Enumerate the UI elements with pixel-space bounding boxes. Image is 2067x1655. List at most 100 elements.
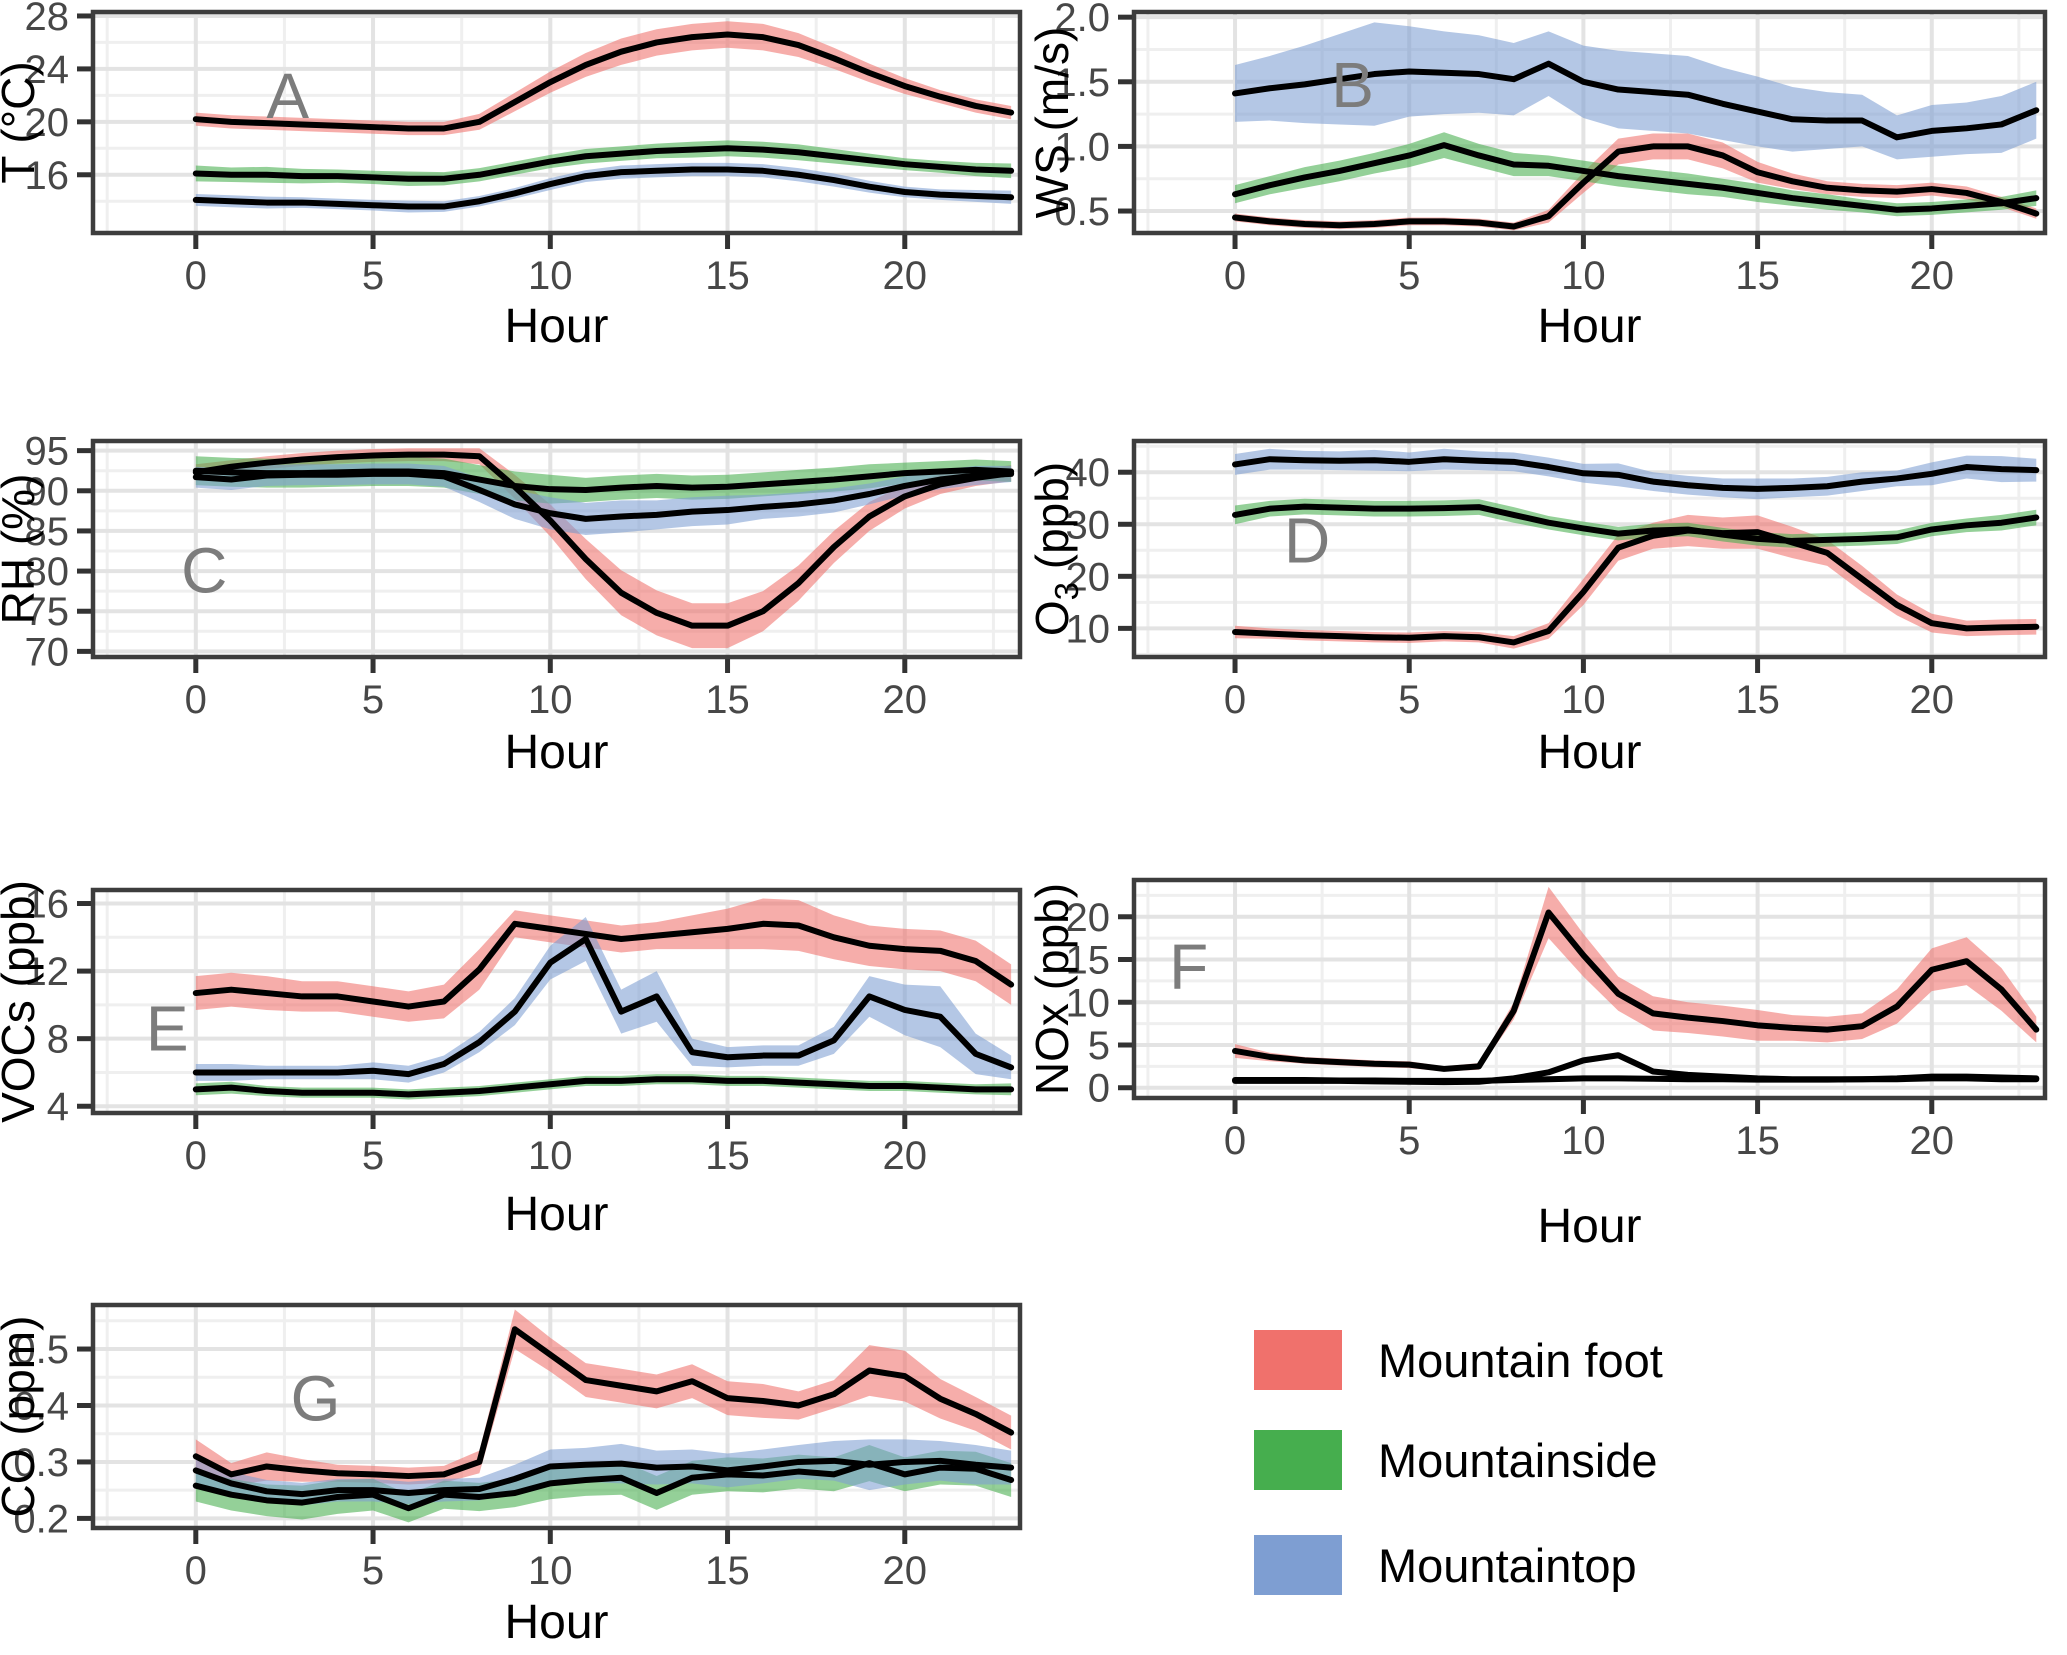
svg-text:Hour: Hour bbox=[1537, 1200, 1641, 1253]
svg-text:10: 10 bbox=[1561, 254, 1606, 298]
svg-text:CO (ppm): CO (ppm) bbox=[0, 1316, 44, 1518]
svg-text:T (°C): T (°C) bbox=[0, 61, 44, 183]
legend-label-mountain-foot: Mountain foot bbox=[1378, 1333, 1663, 1387]
svg-text:Hour: Hour bbox=[504, 1596, 608, 1649]
panel-f-nox: 0 5 10 15 20 0 5 10 15 20 F Hour NOx (ppb) bbox=[1034, 790, 2067, 1255]
svg-text:2.0: 2.0 bbox=[1054, 0, 1110, 40]
panel-a-temperature: 0 5 10 15 20 16 20 24 28 A Hour T (°C) bbox=[0, 0, 1034, 380]
svg-text:Hour: Hour bbox=[1537, 300, 1641, 353]
panel-c-relative-humidity: 0 5 10 15 20 70 75 80 85 90 95 C Hour RH (%) bbox=[0, 370, 1034, 790]
chart-g-co: 0 5 10 15 20 0.2 0.3 0.4 0.5 G Hour CO (ppm) bbox=[0, 1302, 1023, 1649]
svg-text:30: 30 bbox=[1066, 503, 1111, 547]
svg-text:NOx (ppb): NOx (ppb) bbox=[1034, 883, 1078, 1095]
svg-text:RH (%): RH (%) bbox=[0, 474, 44, 625]
svg-text:Hour: Hour bbox=[1537, 726, 1641, 779]
svg-text:16: 16 bbox=[25, 883, 70, 927]
svg-text:0: 0 bbox=[1224, 1119, 1246, 1163]
svg-text:0: 0 bbox=[1224, 254, 1246, 298]
svg-text:8: 8 bbox=[47, 1018, 69, 1062]
svg-text:Hour: Hour bbox=[504, 726, 608, 779]
svg-text:0: 0 bbox=[185, 254, 207, 298]
svg-text:5: 5 bbox=[362, 1549, 384, 1593]
svg-text:10: 10 bbox=[528, 254, 573, 298]
svg-text:C: C bbox=[181, 535, 227, 607]
svg-text:10: 10 bbox=[528, 678, 573, 722]
svg-text:20: 20 bbox=[883, 1134, 928, 1178]
svg-text:1.0: 1.0 bbox=[1054, 125, 1110, 169]
svg-text:5: 5 bbox=[1398, 254, 1420, 298]
legend-swatch-mountainside bbox=[1254, 1430, 1342, 1490]
svg-text:20: 20 bbox=[1910, 1119, 1955, 1163]
svg-text:90: 90 bbox=[25, 470, 70, 514]
legend-item-mountain-foot: Mountain foot bbox=[1254, 1330, 1663, 1390]
svg-text:12: 12 bbox=[25, 950, 70, 994]
svg-text:4: 4 bbox=[47, 1085, 69, 1129]
svg-text:20: 20 bbox=[25, 101, 70, 145]
chart-d-ozone: 0 5 10 15 20 10 20 30 40 D Hour O3 (ppb) bbox=[1034, 438, 2048, 779]
svg-text:20: 20 bbox=[1910, 678, 1955, 722]
svg-text:15: 15 bbox=[1735, 678, 1780, 722]
svg-text:0.5: 0.5 bbox=[1054, 190, 1110, 234]
legend-label-mountainside: Mountainside bbox=[1378, 1433, 1658, 1487]
chart-a-temperature: 0 5 10 15 20 16 20 24 28 A Hour T (°C) bbox=[0, 0, 1023, 353]
svg-text:O3 (ppb): O3 (ppb) bbox=[1034, 462, 1085, 636]
svg-text:20: 20 bbox=[883, 254, 928, 298]
svg-text:5: 5 bbox=[1398, 1119, 1420, 1163]
chart-e-vocs: 0 5 10 15 20 4 8 12 16 E Hour VOCs (ppb) bbox=[0, 880, 1023, 1241]
svg-text:20: 20 bbox=[1066, 555, 1111, 599]
legend-label-mountaintop: Mountaintop bbox=[1378, 1538, 1637, 1592]
svg-text:15: 15 bbox=[1735, 1119, 1780, 1163]
svg-text:10: 10 bbox=[1066, 607, 1111, 651]
panel-d-ozone: 0 5 10 15 20 10 20 30 40 D Hour O3 (ppb) bbox=[1034, 370, 2067, 790]
panel-e-vocs: 0 5 10 15 20 4 8 12 16 E Hour VOCs (ppb) bbox=[0, 790, 1034, 1255]
svg-text:A: A bbox=[266, 60, 309, 132]
svg-text:Hour: Hour bbox=[504, 300, 608, 353]
svg-text:5: 5 bbox=[362, 678, 384, 722]
svg-text:5: 5 bbox=[362, 1134, 384, 1178]
svg-text:16: 16 bbox=[25, 154, 70, 198]
svg-text:5: 5 bbox=[362, 254, 384, 298]
svg-text:10: 10 bbox=[528, 1134, 573, 1178]
svg-text:75: 75 bbox=[25, 590, 70, 634]
panel-g-co: 0 5 10 15 20 0.2 0.3 0.4 0.5 G Hour CO (ppm) bbox=[0, 1250, 1034, 1655]
svg-text:0: 0 bbox=[185, 1549, 207, 1593]
svg-text:28: 28 bbox=[25, 0, 70, 39]
svg-text:0.4: 0.4 bbox=[13, 1384, 69, 1428]
svg-text:0: 0 bbox=[1224, 678, 1246, 722]
svg-text:20: 20 bbox=[1066, 896, 1111, 940]
legend: Mountain foot Mountainside Mountaintop bbox=[1034, 1250, 2067, 1655]
svg-text:10: 10 bbox=[1066, 981, 1111, 1025]
svg-text:G: G bbox=[291, 1363, 341, 1435]
svg-text:10: 10 bbox=[528, 1549, 573, 1593]
svg-text:5: 5 bbox=[1398, 678, 1420, 722]
svg-text:15: 15 bbox=[705, 678, 750, 722]
svg-text:0.2: 0.2 bbox=[13, 1497, 69, 1541]
svg-text:20: 20 bbox=[883, 678, 928, 722]
svg-text:85: 85 bbox=[25, 510, 70, 554]
svg-text:WS (m/s): WS (m/s) bbox=[1034, 27, 1078, 219]
svg-text:F: F bbox=[1169, 931, 1208, 1003]
svg-text:Hour: Hour bbox=[504, 1188, 608, 1241]
svg-text:15: 15 bbox=[1735, 254, 1780, 298]
svg-text:0.3: 0.3 bbox=[13, 1441, 69, 1485]
svg-text:E: E bbox=[146, 992, 189, 1064]
svg-text:95: 95 bbox=[25, 430, 70, 474]
svg-text:1.5: 1.5 bbox=[1054, 61, 1110, 105]
svg-text:D: D bbox=[1284, 504, 1330, 576]
svg-text:70: 70 bbox=[25, 630, 70, 674]
svg-text:B: B bbox=[1331, 49, 1374, 121]
legend-swatch-mountain-foot bbox=[1254, 1330, 1342, 1390]
svg-text:15: 15 bbox=[1066, 939, 1111, 983]
svg-text:20: 20 bbox=[883, 1549, 928, 1593]
svg-text:15: 15 bbox=[705, 254, 750, 298]
svg-text:5: 5 bbox=[1088, 1024, 1110, 1068]
svg-text:0: 0 bbox=[185, 1134, 207, 1178]
svg-text:0: 0 bbox=[1088, 1067, 1110, 1111]
svg-text:10: 10 bbox=[1561, 1119, 1606, 1163]
svg-text:15: 15 bbox=[705, 1134, 750, 1178]
svg-text:20: 20 bbox=[1910, 254, 1955, 298]
svg-text:40: 40 bbox=[1066, 451, 1111, 495]
